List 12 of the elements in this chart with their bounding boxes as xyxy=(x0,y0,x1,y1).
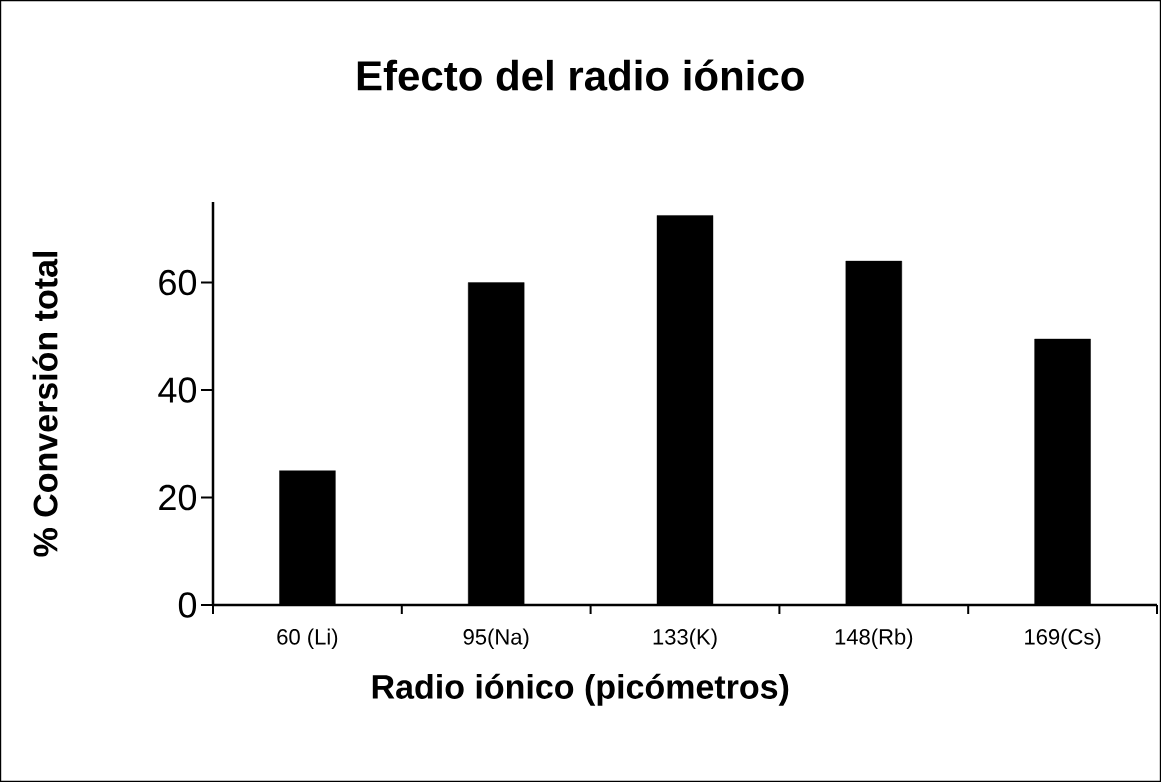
y-tick-label: 40 xyxy=(158,377,197,403)
x-axis-title: Radio iónico (picómetros) xyxy=(372,673,789,706)
y-axis-title: % Conversión total xyxy=(32,251,58,557)
x-tick-label: 95(Na) xyxy=(463,628,529,650)
x-tick-label: 133(K) xyxy=(653,628,717,650)
x-tick-label: 60 (Li) xyxy=(277,628,338,650)
y-tick-label: 60 xyxy=(159,269,197,296)
x-tick-label: 169(Cs) xyxy=(1025,628,1101,650)
chart-title: Efecto del radio iónico xyxy=(357,59,804,91)
y-tick-label: 20 xyxy=(159,484,197,511)
x-tick-label: 148(Rb) xyxy=(835,628,913,650)
y-tick-label: 0 xyxy=(178,592,197,618)
